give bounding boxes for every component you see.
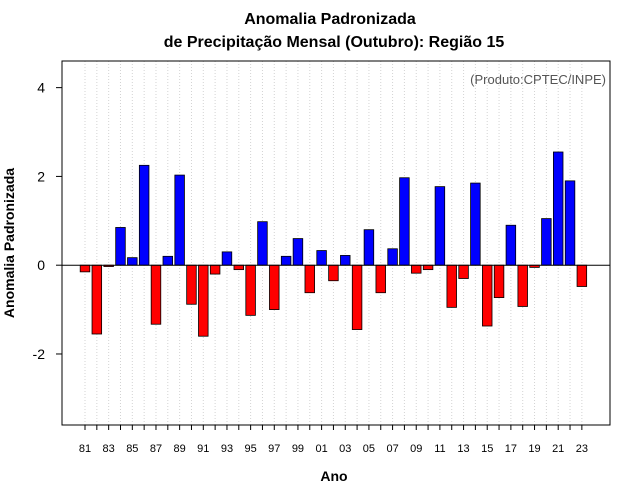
bar-18 — [517, 264, 528, 307]
x-tick-label: 99 — [292, 443, 304, 455]
bar-90 — [186, 264, 197, 305]
bar-05 — [363, 229, 375, 266]
y-tick-label: 2 — [37, 168, 45, 184]
y-tick-label: -2 — [33, 346, 46, 362]
x-tick-label: 95 — [244, 443, 256, 455]
x-tick-label: 89 — [174, 443, 186, 455]
bar-03 — [340, 255, 351, 266]
bar-10 — [422, 264, 434, 271]
x-tick-label: 93 — [221, 443, 233, 455]
bar-95 — [245, 264, 256, 316]
bar-14 — [470, 182, 481, 266]
bar-12 — [446, 264, 457, 308]
bar-23 — [576, 264, 588, 287]
bar-98 — [280, 255, 292, 266]
bar-87 — [150, 264, 162, 325]
x-tick-label: 85 — [126, 443, 138, 455]
x-tick-label: 87 — [150, 443, 162, 455]
plot-frame — [61, 60, 611, 426]
bar-88 — [162, 255, 174, 266]
bar-94 — [233, 264, 244, 271]
bar-21 — [553, 151, 564, 266]
x-tick-label: 03 — [339, 443, 351, 455]
bar-93 — [221, 251, 233, 266]
bar-22 — [564, 180, 576, 266]
y-tick-label: 4 — [37, 80, 45, 96]
bar-04 — [351, 264, 363, 330]
chart-title-line-2: de Precipitação Mensal (Outubro): Região… — [164, 34, 505, 51]
x-tick-label: 91 — [197, 443, 209, 455]
x-tick-label: 97 — [268, 443, 280, 455]
bar-13 — [458, 264, 469, 279]
x-tick-label: 83 — [103, 443, 115, 455]
y-axis: -2 0 2 4 — [33, 80, 62, 362]
bar-99 — [292, 238, 304, 266]
x-tick-label: 21 — [552, 443, 564, 455]
x-tick-label: 17 — [505, 443, 517, 455]
x-tick-label: 13 — [457, 443, 469, 455]
credit-label: (Produto:CPTEC/INPE) — [470, 72, 606, 87]
y-tick-label: 0 — [37, 257, 45, 273]
x-axis-title: Ano — [320, 468, 347, 484]
bar-97 — [269, 264, 280, 310]
x-tick-label: 23 — [576, 443, 588, 455]
bar-81 — [79, 264, 91, 273]
bars — [79, 151, 588, 337]
bar-01 — [316, 250, 327, 266]
x-tick-label: 05 — [363, 443, 375, 455]
x-tick-label: 01 — [315, 443, 327, 455]
grid-lines — [84, 61, 583, 425]
bar-15 — [482, 264, 493, 327]
bar-09 — [411, 264, 422, 274]
bar-91 — [198, 264, 209, 337]
chart-title-line-1: Anomalia Padronizada — [244, 11, 416, 28]
x-tick-label: 15 — [481, 443, 493, 455]
bar-11 — [434, 186, 446, 266]
x-axis: 81 83 85 87 89 91 93 95 97 99 01 03 05 07 09 11 13 15 17 19… — [79, 425, 588, 455]
bar-06 — [375, 264, 386, 294]
bar-86 — [138, 164, 150, 266]
bar-20 — [541, 218, 552, 266]
x-tick-label: 11 — [434, 443, 445, 455]
bar-17 — [505, 224, 517, 266]
x-tick-label: 81 — [79, 443, 91, 455]
bar-84 — [115, 227, 126, 266]
bar-02 — [328, 264, 339, 282]
bar-85 — [127, 257, 138, 266]
bar-82 — [91, 264, 103, 335]
bar-08 — [399, 177, 410, 266]
bar-07 — [387, 248, 398, 266]
x-tick-label: 07 — [386, 443, 398, 455]
x-tick-label: 19 — [528, 443, 540, 455]
x-tick-label: 09 — [410, 443, 422, 455]
bar-92 — [209, 264, 221, 275]
y-axis-title: Anomalia Padronizada — [1, 168, 17, 318]
bar-00 — [304, 264, 315, 294]
bar-89 — [174, 174, 185, 266]
bar-16 — [493, 264, 505, 299]
bar-96 — [257, 221, 268, 266]
